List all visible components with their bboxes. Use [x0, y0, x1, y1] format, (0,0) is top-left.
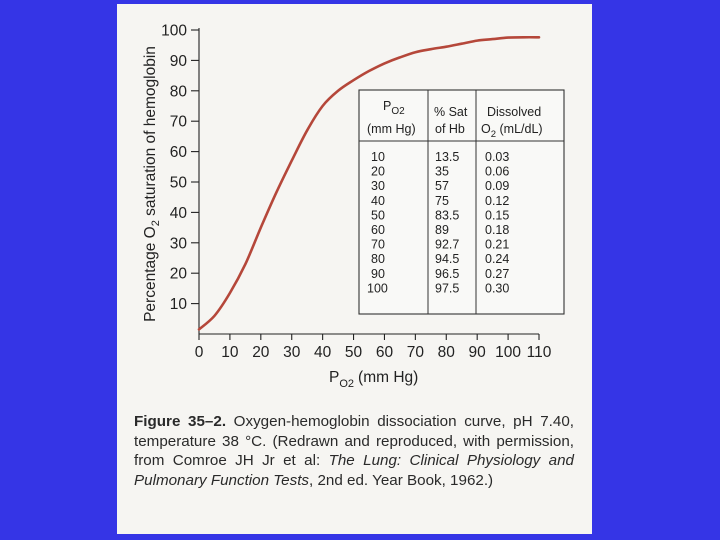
y-tick-label: 50 — [170, 175, 188, 192]
x-tick-label: 60 — [376, 344, 394, 361]
table-cell: 89 — [435, 223, 449, 237]
table-cell: 35 — [435, 165, 449, 179]
table-cell: 0.27 — [485, 267, 509, 281]
table-cell: 0.09 — [485, 179, 509, 193]
x-tick-label: 80 — [438, 344, 456, 361]
table-cell: 60 — [371, 223, 385, 237]
figure-page: 10 20 30 40 50 60 70 80 90 100 0 10 20 30 40 50 60 70 80 9… — [117, 4, 592, 534]
table-cell: 0.18 — [485, 223, 509, 237]
table-cell: 0.15 — [485, 208, 509, 222]
table-header-sat-unit: of Hb — [435, 122, 465, 136]
table-header-dissolved: Dissolved — [487, 105, 541, 119]
table-cell: 75 — [435, 194, 449, 208]
table-cell: 100 — [367, 281, 388, 295]
x-tick-label: 40 — [314, 344, 332, 361]
y-tick-label: 40 — [170, 205, 188, 222]
x-tick-label: 110 — [527, 344, 552, 361]
x-tick-label: 0 — [195, 344, 204, 361]
table-cell: 80 — [371, 252, 385, 266]
y-axis-label: Percentage O2 saturation of hemoglobin — [142, 46, 162, 322]
table-header-po2-unit: (mm Hg) — [367, 122, 416, 136]
y-tick-label: 90 — [170, 53, 188, 70]
table-cell: 20 — [371, 165, 385, 179]
saturation-line — [197, 35, 541, 331]
table-cell: 97.5 — [435, 281, 459, 295]
table-cell: 90 — [371, 267, 385, 281]
figure-label: Figure 35–2. — [134, 413, 227, 430]
y-tick-label: 10 — [170, 296, 188, 313]
table-cell: 92.7 — [435, 238, 459, 252]
caption-book-title: The Lung: Clinical Physiology and Pulmon… — [134, 452, 574, 489]
x-tick-label: 50 — [345, 344, 363, 361]
table-cell: 30 — [371, 179, 385, 193]
table-cell: 0.24 — [485, 252, 509, 266]
table-cell: 0.30 — [485, 281, 509, 295]
y-axis-ticks: 10 20 30 40 50 60 70 80 90 100 — [161, 23, 199, 313]
axes — [198, 28, 539, 335]
y-tick-label: 70 — [170, 114, 188, 131]
y-tick-label: 100 — [161, 23, 187, 40]
y-tick-label: 60 — [170, 144, 188, 161]
figure-caption: Figure 35–2. Oxygen-hemoglobin dissociat… — [134, 412, 574, 490]
x-axis-ticks: 0 10 20 30 40 50 60 70 80 90 100 110 — [195, 334, 552, 361]
table-cell: 10 — [371, 150, 385, 164]
table-cell: 13.5 — [435, 150, 459, 164]
table-header-dissolved-unit: O2 (mL/dL) — [481, 122, 543, 140]
table-cell: 83.5 — [435, 208, 459, 222]
table-cell: 0.12 — [485, 194, 509, 208]
table-cell: 94.5 — [435, 252, 459, 266]
saturation-curve — [197, 35, 541, 331]
caption-text: Oxygen-hemoglobin dissociation curve, pH… — [134, 413, 574, 469]
table-header-po2: PO2 — [383, 99, 405, 117]
table-cell: 0.06 — [485, 165, 509, 179]
table-rows: 10 13.5 0.03 20 35 0.06 30 57 0.09 40 75 0.12 50 83.5… — [367, 150, 509, 295]
table-cell: 57 — [435, 179, 449, 193]
x-tick-label: 10 — [221, 344, 239, 361]
x-tick-label: 90 — [469, 344, 487, 361]
x-axis-label: PO2 (mm Hg) — [329, 369, 418, 390]
table-cell: 50 — [371, 208, 385, 222]
x-tick-label: 100 — [495, 344, 521, 361]
caption-source: , 2nd ed. Year Book, 1962.) — [309, 471, 494, 489]
x-tick-label: 30 — [283, 344, 301, 361]
table-cell: 40 — [371, 194, 385, 208]
x-tick-label: 70 — [407, 344, 425, 361]
x-tick-label: 20 — [252, 344, 270, 361]
table-background — [358, 89, 565, 315]
table-cell: 0.03 — [485, 150, 509, 164]
y-tick-label: 80 — [170, 83, 188, 100]
y-tick-label: 30 — [170, 235, 188, 252]
table-cell: 96.5 — [435, 267, 459, 281]
table-cell: 0.21 — [485, 238, 509, 252]
table-cell: 70 — [371, 238, 385, 252]
data-table: PO2 (mm Hg) % Sat of Hb Dissolved O2 (mL… — [358, 89, 565, 315]
table-header-sat: % Sat — [434, 105, 468, 119]
y-tick-label: 20 — [170, 266, 188, 283]
